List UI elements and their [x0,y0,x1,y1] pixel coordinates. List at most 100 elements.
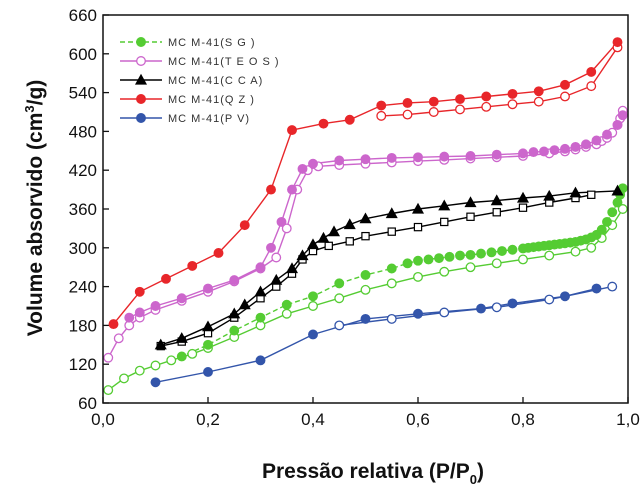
data-point [544,294,555,305]
data-point [587,190,596,199]
data-point [308,158,318,169]
data-point [465,262,476,273]
data-point [229,275,240,286]
legend-item-1: MC M-41(S G ) [120,37,255,49]
data-point [413,271,423,282]
legend-marker [134,73,148,85]
x-tick-label: 1,0 [616,410,640,429]
data-point [359,212,372,224]
data-point [486,247,497,258]
data-point [254,285,267,297]
legend-item-4: MC M-41(Q Z ) [120,94,254,106]
data-point [518,243,528,254]
data-point [612,119,623,130]
data-point [255,355,266,366]
data-point [119,373,129,384]
data-point [413,152,423,163]
y-tick-label: 120 [69,355,97,374]
series-3 [154,184,624,351]
data-point [344,114,355,125]
data-point [491,302,502,313]
data-point [317,231,330,243]
data-point [465,151,476,161]
data-point [560,291,570,302]
data-point [423,254,434,265]
data-point [239,220,250,231]
data-point [213,248,224,258]
data-point [481,91,492,102]
legend-marker [136,37,146,47]
data-point [334,293,345,304]
data-point [533,96,544,107]
legend-label: MC M-41(P V) [168,113,250,125]
data-point [266,242,276,253]
data-point [612,37,623,48]
data-point [386,313,397,324]
y-tick-label: 420 [69,161,97,180]
data-point [444,251,455,262]
data-point [481,101,492,112]
data-point [229,325,240,336]
legend-item-3: MC M-41(C C A) [120,73,262,87]
data-point [360,313,371,324]
data-point [154,338,167,350]
legend-marker [136,94,146,104]
data-point [439,307,450,318]
data-point [276,216,287,227]
data-point [255,262,266,273]
data-point [539,146,549,157]
data-point [434,253,444,264]
data-point [518,148,528,159]
data-point [103,385,114,396]
data-point [570,246,581,257]
data-point [438,199,451,211]
data-point [203,367,213,377]
data-point [360,284,371,295]
data-point [591,135,602,146]
data-point [203,339,213,350]
data-point [150,360,161,371]
data-point [497,246,507,256]
data-point [560,91,570,102]
data-point [607,281,618,292]
data-point [318,118,329,129]
data-point [361,231,370,241]
data-point [270,273,283,285]
data-point [492,208,501,217]
y-tick-label: 300 [69,239,97,258]
data-point [402,97,413,108]
data-point [201,320,215,332]
data-point [507,99,518,110]
y-tick-label: 180 [69,316,97,335]
data-point [134,365,145,376]
data-point [428,107,439,117]
y-tick-label: 660 [69,6,97,25]
data-point [544,250,555,261]
y-axis-title: Volume absorvido (cm3/g) [22,80,47,337]
data-point [113,333,124,344]
data-point [376,110,387,121]
data-point [287,184,297,195]
data-point [187,260,198,271]
series-5 [150,281,618,388]
data-point [560,143,570,154]
data-point [255,312,266,323]
data-point [516,191,530,203]
data-point [334,155,345,166]
data-point [238,298,251,310]
data-point [591,283,602,294]
data-point [528,147,539,158]
data-point [150,377,161,388]
data-point [327,225,341,237]
y-tick-label: 600 [69,45,97,64]
data-point [386,152,397,163]
data-point [413,255,423,266]
data-point [334,320,345,331]
data-point [296,249,309,261]
data-point [203,283,213,294]
data-point [586,81,597,92]
legend: MC M-41(S G ) MC M-41(T E O S ) MC M-41(C … [120,37,279,125]
series-1 [103,183,628,396]
data-point [150,301,161,311]
data-point [386,263,397,274]
